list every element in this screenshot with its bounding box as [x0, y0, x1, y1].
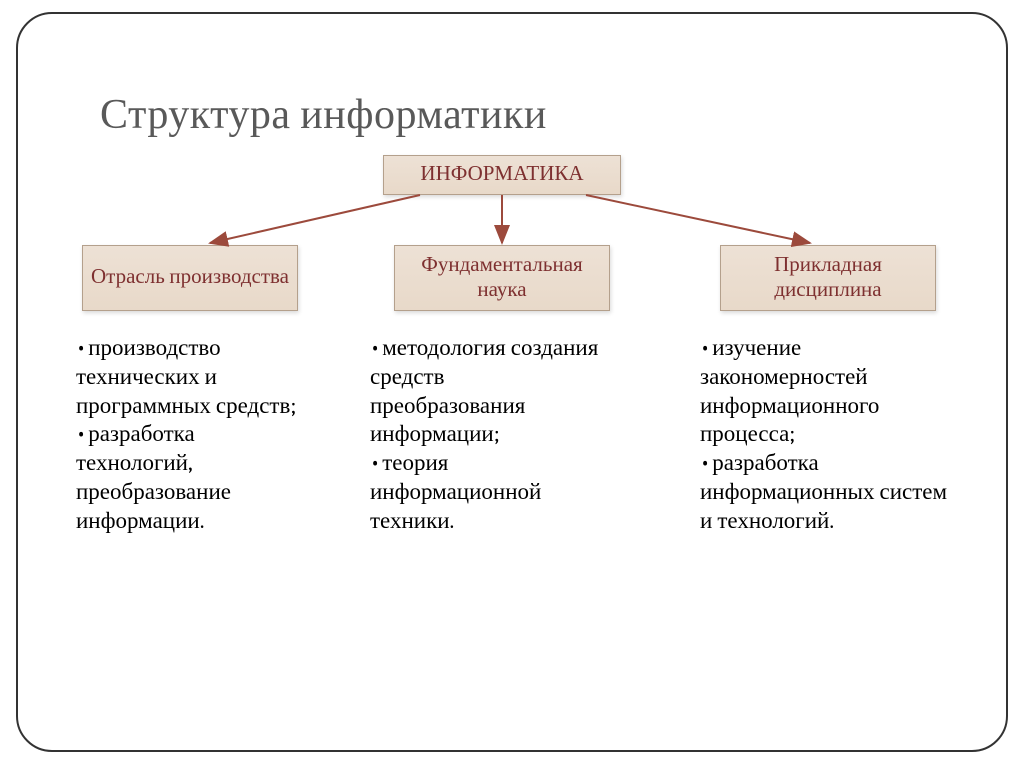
bullet-item: разработка технологий, преобразование ин…: [76, 420, 306, 535]
bullet-item: производство технических и программных с…: [76, 334, 306, 420]
branch-label-3: Прикладная дисциплина: [721, 253, 935, 303]
branch-node-3: Прикладная дисциплина: [720, 245, 936, 311]
branch-bullets-3: изучение закономерностей информационного…: [700, 334, 950, 535]
branch-label-2: Фундаментальная наука: [395, 253, 609, 303]
root-node: ИНФОРМАТИКА: [383, 155, 621, 195]
bullet-item: теория информационной техники.: [370, 449, 600, 535]
branch-node-1: Отрасль производства: [82, 245, 298, 311]
branch-label-1: Отрасль производства: [91, 265, 289, 290]
branch-node-2: Фундаментальная наука: [394, 245, 610, 311]
branch-bullets-1: производство технических и программных с…: [76, 334, 306, 535]
bullet-item: разработка информационных систем и техно…: [700, 449, 950, 535]
bullet-item: методология создания средств преобразова…: [370, 334, 600, 449]
bullet-item: изучение закономерностей информационного…: [700, 334, 950, 449]
slide-title: Структура информатики: [100, 90, 547, 139]
root-label: ИНФОРМАТИКА: [420, 162, 583, 187]
branch-bullets-2: методология создания средств преобразова…: [370, 334, 600, 535]
